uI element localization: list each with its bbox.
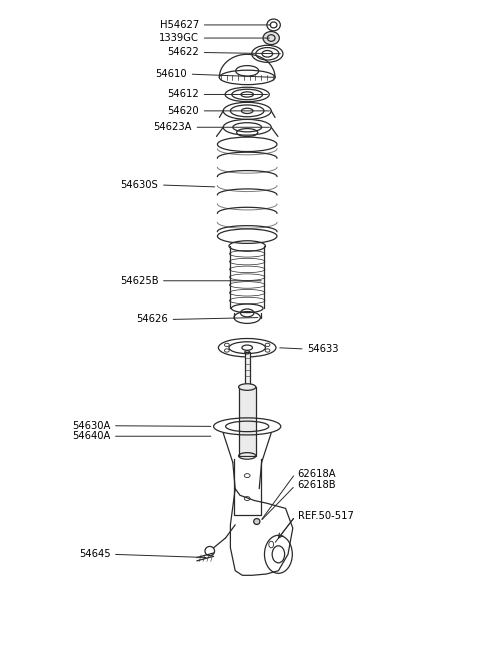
Text: 54626: 54626 <box>136 314 168 325</box>
Text: 54610: 54610 <box>156 69 187 79</box>
Text: 54612: 54612 <box>168 89 199 100</box>
Text: 62618A: 62618A <box>298 468 336 479</box>
Text: 54640A: 54640A <box>72 431 110 441</box>
Text: 54630S: 54630S <box>120 180 158 190</box>
Ellipse shape <box>263 31 279 45</box>
FancyBboxPatch shape <box>245 352 250 387</box>
Text: 54630A: 54630A <box>72 420 110 431</box>
Text: 54633: 54633 <box>307 344 339 354</box>
FancyBboxPatch shape <box>239 387 256 456</box>
Ellipse shape <box>239 384 256 390</box>
Text: 54625B: 54625B <box>120 276 158 286</box>
Text: 54645: 54645 <box>79 549 110 560</box>
Text: 1339GC: 1339GC <box>159 33 199 43</box>
Text: 54623A: 54623A <box>154 122 192 133</box>
Ellipse shape <box>253 518 260 525</box>
Text: 62618B: 62618B <box>298 480 336 491</box>
Text: H54627: H54627 <box>160 20 199 30</box>
Text: REF.50-517: REF.50-517 <box>298 511 353 522</box>
Text: 54620: 54620 <box>168 106 199 116</box>
Text: 54622: 54622 <box>168 47 199 58</box>
